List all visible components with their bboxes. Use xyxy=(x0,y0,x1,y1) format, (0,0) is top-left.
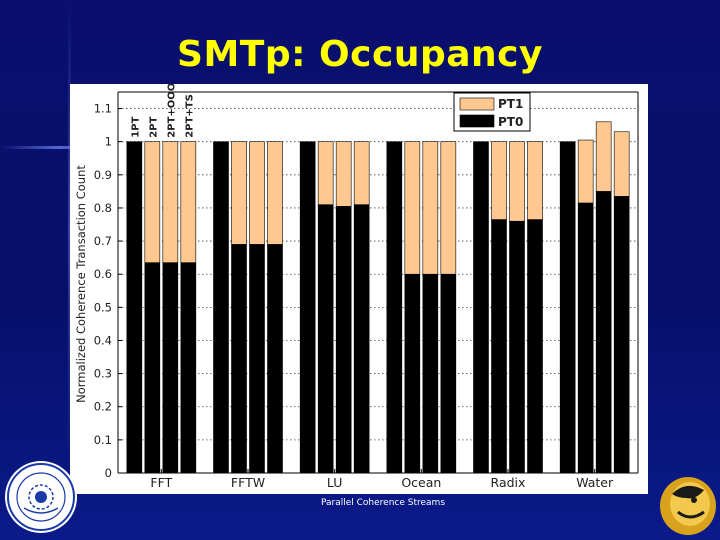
bar-radix-pt0-2 xyxy=(491,219,507,474)
configuration-label-1: 1PT xyxy=(130,116,141,137)
y-tick-label: 1.1 xyxy=(94,102,112,116)
y-tick-label: 0.7 xyxy=(94,234,112,248)
bar-fftw-pt0-3 xyxy=(249,244,265,474)
institute-seal-logo xyxy=(5,461,77,533)
y-axis-label: Normalized Coherence Transaction Count xyxy=(74,165,88,403)
bar-water-pt1-4 xyxy=(613,131,630,197)
bar-lu-pt0-2 xyxy=(317,204,334,474)
bar-water-pt0-2 xyxy=(577,202,594,474)
y-tick-label: 1 xyxy=(105,135,112,149)
chart-panel: 0 0.1 0.2 0.3 0.4 0.5 0.6 0.7 0.8 0.9 1 1.1 FFT FFTW… xyxy=(70,83,648,494)
y-tick-label: 0 xyxy=(105,466,112,480)
bar-lu-pt1-3 xyxy=(335,141,352,207)
x-tick-label-water: Water xyxy=(576,475,614,490)
bar-water-pt0-4 xyxy=(613,196,630,474)
bar-lu-pt0-3 xyxy=(335,206,352,474)
golden-mascot-logo xyxy=(660,477,716,535)
occupancy-chart: 0 0.1 0.2 0.3 0.4 0.5 0.6 0.7 0.8 0.9 1 1.1 FFT FFTW… xyxy=(74,83,639,490)
x-tick-label-lu: LU xyxy=(327,475,343,490)
slide-footer: Parallel Coherence Streams xyxy=(320,498,446,508)
bar-ocean-pt0-4 xyxy=(440,273,457,474)
bar-radix-pt1-3 xyxy=(509,141,525,222)
bar-fft-pt1-2 xyxy=(144,141,161,263)
bar-radix-pt0-3 xyxy=(509,220,525,474)
x-tick-label-fftw: FFTW xyxy=(231,475,265,490)
legend-swatch-pt0 xyxy=(459,114,495,128)
bar-ocean-pt1-4 xyxy=(440,141,457,275)
configuration-label-2: 2PT xyxy=(148,116,159,137)
bar-fft-pt0-3 xyxy=(162,262,179,474)
bar-fftw-pt1-2 xyxy=(231,141,247,245)
y-tick-label: 0.2 xyxy=(94,400,112,414)
x-tick-labels: FFT FFTW LU Ocean Radix Water xyxy=(150,469,614,490)
bar-lu-pt1-2 xyxy=(317,141,334,205)
bar-water-pt1-2 xyxy=(577,139,594,204)
bar-radix-pt1-2 xyxy=(491,141,507,220)
bar-fft-pt0-2 xyxy=(144,262,161,474)
configuration-label-3: 2PT+OOO xyxy=(166,84,177,138)
bar-ocean-pt1-2 xyxy=(404,141,421,275)
bar-fft-pt0-4 xyxy=(180,262,197,474)
legend-swatch-pt1 xyxy=(459,97,495,111)
decorative-horizontal-stripe xyxy=(0,146,120,149)
decorative-vertical-stripe xyxy=(68,0,71,460)
y-tick-label: 0.3 xyxy=(94,367,112,381)
bar-lu-pt0-4 xyxy=(353,204,370,474)
bar-radix-pt0-1 xyxy=(473,141,489,474)
y-tick-label: 0.6 xyxy=(94,267,112,281)
bar-fftw-pt0-4 xyxy=(267,244,283,474)
grid-layer xyxy=(118,108,638,441)
bar-fft-pt1-3 xyxy=(162,141,179,263)
bar-fftw-pt1-3 xyxy=(249,141,265,245)
bar-water-pt0-1 xyxy=(559,141,576,474)
x-tick-label-ocean: Ocean xyxy=(401,475,441,490)
bar-water-pt1-3 xyxy=(595,121,612,192)
legend-label-pt1: PT1 xyxy=(498,97,523,111)
configuration-labels: 1PT 2PT 2PT+OOO 2PT+TS xyxy=(130,83,195,138)
bar-fft-pt1-4 xyxy=(180,141,197,263)
bar-fft-pt0-1 xyxy=(126,141,143,474)
bar-lu-pt1-4 xyxy=(353,141,370,205)
bar-lu-pt0-1 xyxy=(299,141,316,474)
slide-title: SMTp: Occupancy xyxy=(177,34,543,75)
bar-fftw-pt0-2 xyxy=(231,244,247,474)
bars-layer xyxy=(126,121,630,474)
bar-radix-pt0-4 xyxy=(527,219,543,474)
bar-ocean-pt0-3 xyxy=(422,273,439,474)
x-tick-label-fft: FFT xyxy=(150,475,172,490)
y-tick-labels: 0 0.1 0.2 0.3 0.4 0.5 0.6 0.7 0.8 0.9 1 1.1 xyxy=(94,102,122,480)
bar-radix-pt1-4 xyxy=(527,141,543,220)
y-tick-label: 0.9 xyxy=(94,168,112,182)
bar-ocean-pt1-3 xyxy=(422,141,439,275)
axis-layer xyxy=(117,91,639,474)
legend: PT1 PT0 xyxy=(453,92,531,132)
legend-label-pt0: PT0 xyxy=(498,115,523,129)
y-tick-label: 0.8 xyxy=(94,201,112,215)
y-tick-label: 0.5 xyxy=(94,300,112,314)
bar-water-pt0-3 xyxy=(595,191,612,474)
bar-fftw-pt1-4 xyxy=(267,141,283,245)
bar-ocean-pt0-1 xyxy=(386,141,403,474)
bar-ocean-pt0-2 xyxy=(404,273,421,474)
y-tick-label: 0.1 xyxy=(94,433,112,447)
bar-fftw-pt0-1 xyxy=(213,141,229,474)
y-tick-label: 0.4 xyxy=(94,333,112,347)
x-tick-label-radix: Radix xyxy=(491,475,526,490)
configuration-label-4: 2PT+TS xyxy=(184,94,195,138)
